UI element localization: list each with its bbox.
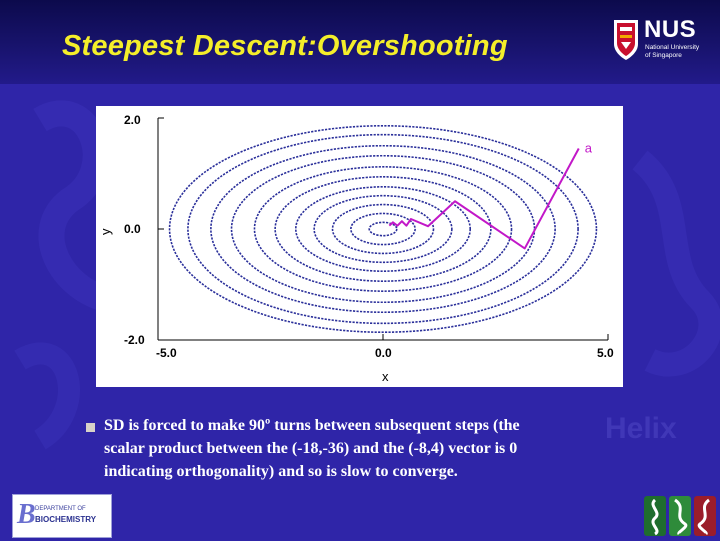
title-bar: Steepest Descent:Overshooting NUS Nation… [0, 0, 720, 84]
body-text-line-3: indicating orthogonality) and so is slow… [104, 463, 458, 480]
contour-ellipse-11 [168, 124, 598, 334]
x-axis-label: x [382, 369, 389, 384]
body-text-line-2: scalar product between the (-18,-36) and… [104, 440, 518, 457]
contour-ellipse-5 [294, 186, 472, 272]
x-tick-label-left: -5.0 [156, 346, 177, 360]
nus-crest-icon [614, 20, 638, 60]
nus-wordmark: NUS [644, 16, 697, 43]
helix-logos [644, 496, 718, 536]
plot-axes [157, 117, 609, 341]
contour-plot-panel: 2.0 0.0 -2.0 -5.0 0.0 5.0 x y a [96, 106, 623, 387]
y-tick-label-top: 2.0 [124, 113, 141, 127]
body-text-line-1: SD is forced to make 90º turns between s… [104, 417, 520, 434]
y-tick-label-bottom: -2.0 [124, 333, 145, 347]
contour-lines [168, 124, 598, 334]
x-tick-label-mid: 0.0 [375, 346, 392, 360]
nus-subtitle-line2: of Singapore [645, 52, 682, 59]
helix-logo-red-icon [694, 496, 716, 536]
contour-ellipse-1 [368, 221, 398, 237]
contour-ellipse-6 [274, 176, 492, 282]
biochemistry-logo: B DEPARTMENT OF BIOCHEMISTRY [12, 494, 112, 538]
contour-ellipse-9 [210, 144, 556, 314]
contour-plot: 2.0 0.0 -2.0 -5.0 0.0 5.0 x y a [98, 113, 614, 384]
body-text: SD is forced to make 90º turns between s… [104, 414, 644, 483]
y-tick-label-mid: 0.0 [124, 222, 141, 236]
contour-ellipse-10 [187, 133, 579, 325]
nus-logo: NUS National University of Singapore [612, 16, 716, 66]
contour-ellipse-4 [313, 194, 453, 264]
biochemistry-b-icon: B [17, 499, 36, 530]
contour-ellipse-7 [253, 166, 513, 292]
contour-ellipse-3 [331, 203, 435, 255]
contour-ellipse-8 [230, 154, 536, 304]
dept-logo-line1: DEPARTMENT OF [35, 506, 86, 512]
x-tick-label-right: 5.0 [597, 346, 614, 360]
nus-subtitle: National University of Singapore [645, 44, 699, 60]
helix-logo-green-icon [644, 496, 666, 536]
nus-subtitle-line1: National University [645, 44, 700, 51]
steepest-descent-path [388, 148, 580, 250]
helix-logo-dna-icon [669, 496, 691, 536]
dept-logo-line2: BIOCHEMISTRY [35, 515, 97, 524]
contour-ellipse-2 [350, 212, 416, 246]
helix-watermark: Helix [605, 412, 677, 445]
start-point-label: a [585, 141, 593, 156]
slide-title: Steepest Descent:Overshooting [62, 30, 508, 62]
y-axis-label: y [98, 228, 113, 235]
bullet-square-icon [86, 423, 95, 432]
